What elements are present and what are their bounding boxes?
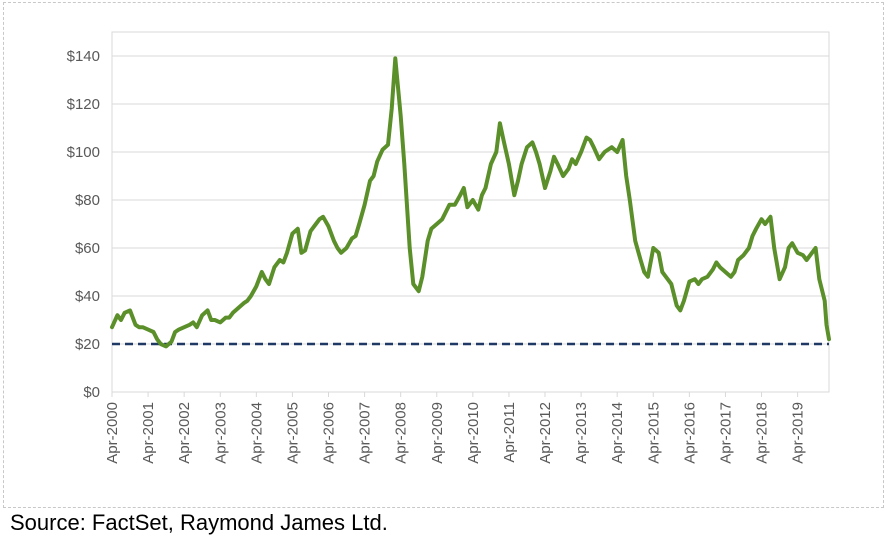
x-tick-label: Apr-2003 [212,402,229,464]
y-tick-label: $120 [67,96,100,113]
x-tick-label: Apr-2009 [429,402,446,464]
y-tick-label: $40 [75,288,100,305]
x-tick-label: Apr-2014 [609,402,626,464]
y-tick-label: $140 [67,48,100,65]
y-tick-label: $20 [75,336,100,353]
x-tick-label: Apr-2002 [176,402,193,464]
price-line-chart: $0 $20 $40 $60 $80 $100 $120 $140 Apr-2000 Apr-20… [67,31,831,464]
x-tick-label: Apr-2017 [717,402,734,464]
x-tick-label: Apr-2000 [104,402,121,464]
chart-frame [3,2,884,508]
x-tick-label: Apr-2015 [645,402,662,464]
x-tick-label: Apr-2007 [357,402,374,464]
x-tick-label: Apr-2010 [465,402,482,464]
y-tick-label: $60 [75,240,100,257]
y-tick-label: $100 [67,144,100,161]
x-tick-label: Apr-2006 [321,402,338,464]
x-tick-label: Apr-2011 [501,402,518,463]
x-tick-label: Apr-2018 [754,402,771,464]
y-tick-label: $80 [75,192,100,209]
x-tick-label: Apr-2008 [393,402,410,464]
price-series-line [110,56,831,349]
x-tick-label: Apr-2004 [248,402,265,464]
plot-area [111,31,830,393]
x-tick-label: Apr-2012 [537,402,554,464]
y-tick-label: $0 [83,384,100,401]
x-tick-label: Apr-2016 [681,402,698,464]
source-caption: Source: FactSet, Raymond James Ltd. [10,510,388,535]
x-tick-label: Apr-2001 [140,402,157,464]
x-tick-label: Apr-2013 [573,402,590,464]
x-tick-label: Apr-2005 [284,402,301,464]
x-tick-label: Apr-2019 [790,402,807,464]
